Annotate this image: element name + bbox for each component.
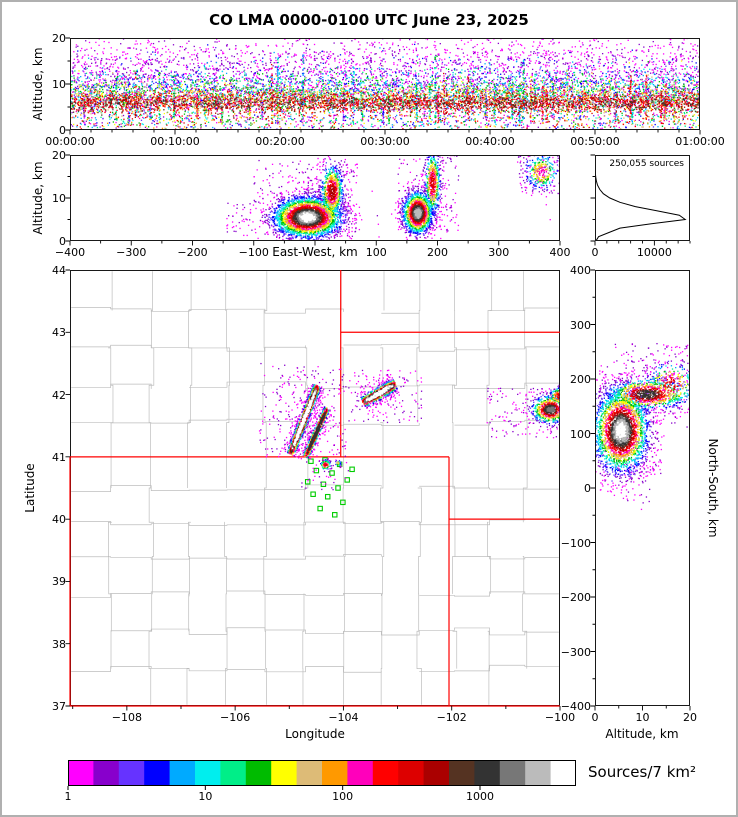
ew-panel-xlabel: East-West, km [272,245,358,259]
time-panel-ylabel: Altitude, km [31,47,45,121]
colorbar-title: Sources/7 km² [588,763,697,781]
source-count-annotation: 250,055 sources [609,159,684,169]
ew-panel-ylabel: Altitude, km [31,161,45,235]
map-ylabel: Latitude [23,463,37,513]
figure-title: CO LMA 0000-0100 UTC June 23, 2025 [209,11,529,29]
ns-panel-ylabel: North-South, km [706,438,720,538]
map-xlabel: Longitude [285,727,345,741]
ns-panel-xlabel: Altitude, km [605,727,679,741]
